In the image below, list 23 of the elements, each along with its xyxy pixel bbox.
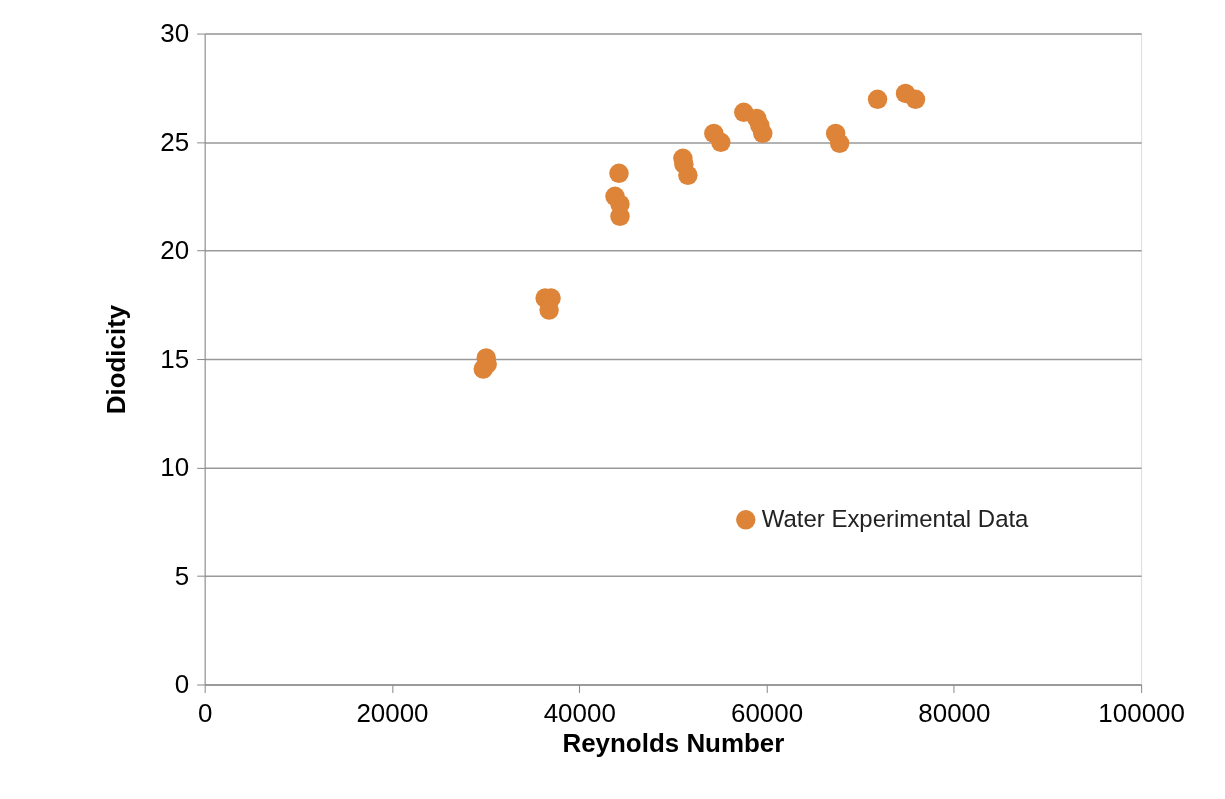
x-tick-label: 0	[197, 698, 213, 727]
y-tick-label: 15	[160, 344, 190, 373]
y-tick-label: 5	[174, 561, 190, 590]
x-axis-title: Reynolds Number	[562, 728, 785, 757]
point	[678, 165, 698, 185]
point	[905, 89, 926, 110]
x-tick-label: 60000	[730, 698, 804, 727]
y-tick-label: 0	[174, 669, 190, 698]
x-tick-label: 80000	[918, 698, 991, 727]
x-tick-label: 20000	[356, 698, 429, 727]
y-axis-title: Diodicity	[102, 304, 131, 415]
point	[753, 123, 773, 144]
x-tick-label: 40000	[543, 698, 616, 727]
point	[711, 132, 731, 152]
point	[829, 133, 850, 154]
y-tick-label: 20	[160, 236, 190, 265]
x-tick-label: 100000	[1098, 698, 1185, 727]
point	[867, 89, 888, 110]
point	[609, 163, 629, 184]
legend-label: Water Experimental Data	[761, 504, 1030, 532]
y-tick-label: 10	[160, 453, 190, 482]
y-tick-label: 25	[160, 127, 190, 156]
y-tick-label: 30	[160, 19, 190, 48]
